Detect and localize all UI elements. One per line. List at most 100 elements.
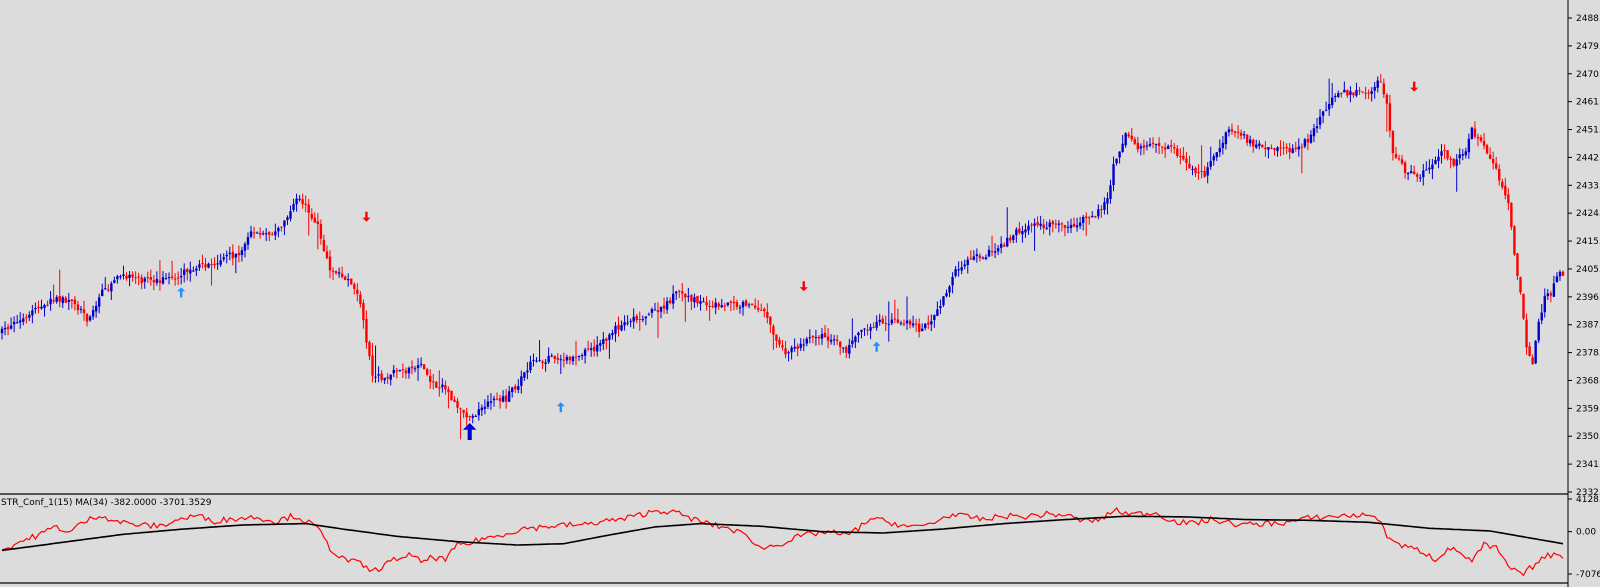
candle-body (3, 327, 7, 330)
candle-body (529, 361, 532, 371)
candle-body (492, 398, 496, 401)
candle-body (410, 366, 414, 369)
candle-body (1406, 173, 1410, 175)
candle-body (656, 310, 660, 313)
candle-body (1130, 135, 1133, 140)
candle-body (1501, 181, 1504, 188)
candle (58, 269, 61, 308)
candle-body (1397, 158, 1401, 160)
candle (477, 401, 481, 421)
candle (580, 353, 584, 360)
candle-body (511, 387, 514, 392)
candle-body (990, 250, 994, 253)
candle (1537, 318, 1540, 344)
candle-body (313, 217, 317, 223)
candle (365, 310, 368, 349)
candle-body (271, 234, 274, 236)
candle-body (602, 339, 605, 344)
candle (599, 339, 602, 352)
candle-body (586, 348, 590, 350)
candle (213, 257, 216, 269)
candle-body (246, 237, 250, 245)
candle (234, 253, 238, 274)
indicator-pane[interactable] (1, 507, 1564, 577)
candle (1094, 215, 1097, 219)
candle-body (523, 372, 526, 378)
candle-body (268, 232, 271, 235)
candle (711, 300, 714, 309)
candle (1522, 293, 1525, 320)
candle-body (851, 340, 854, 345)
candle-body (1419, 177, 1422, 179)
price-axis-label: 2451.8 (1576, 126, 1600, 136)
candle-body (122, 274, 125, 276)
candle-body (984, 257, 988, 259)
signal-down-arrow-icon (362, 211, 371, 222)
candle (1364, 86, 1367, 100)
candle-body (899, 322, 903, 324)
candle-body (143, 278, 146, 282)
candle-body (6, 326, 10, 330)
candle (857, 331, 860, 343)
candle-body (863, 328, 866, 330)
candle (671, 285, 675, 309)
candle-body (1036, 222, 1039, 225)
candle-body (416, 365, 420, 368)
candle (547, 347, 550, 364)
candle-body (353, 284, 356, 289)
candle-body (1148, 143, 1152, 146)
candle (337, 267, 341, 278)
candle (46, 300, 49, 307)
candle-body (1267, 147, 1270, 150)
candle-body (483, 406, 487, 409)
candle-body (839, 341, 842, 348)
candle (347, 273, 350, 287)
arrow-shape (1410, 81, 1419, 92)
candle-body (459, 408, 462, 410)
candle-body (435, 381, 438, 388)
candle-body (750, 303, 754, 305)
candle (31, 304, 34, 324)
candle (939, 299, 942, 314)
candle-body (1215, 152, 1218, 158)
candle (1151, 137, 1155, 149)
candle (450, 390, 453, 401)
candle-body (969, 258, 972, 260)
candle-body (1015, 229, 1018, 236)
candle-body (228, 252, 231, 255)
candle (1540, 304, 1543, 325)
candle (981, 256, 985, 260)
candle (1084, 212, 1088, 236)
candle (753, 298, 757, 310)
candle (447, 386, 450, 409)
candle-body (729, 301, 733, 303)
price-pane[interactable] (0, 73, 1565, 440)
candle (887, 301, 890, 342)
candle-body (22, 318, 25, 322)
candle-body (927, 322, 930, 325)
candle (210, 258, 213, 286)
candle-body (911, 323, 915, 326)
candle (1382, 78, 1386, 98)
candle (863, 328, 866, 336)
candle-body (1176, 148, 1179, 156)
candle-body (398, 369, 402, 372)
candle-body (441, 384, 444, 388)
candle-body (1367, 92, 1370, 94)
candle (586, 340, 590, 352)
candle (1449, 156, 1452, 169)
candle-body (1491, 159, 1495, 164)
candle (905, 296, 909, 330)
candle-body (908, 320, 912, 325)
candle-body (31, 310, 34, 316)
candle-body (720, 305, 723, 308)
candle-body (456, 400, 459, 408)
candle-body (34, 308, 37, 310)
candle-body (1504, 185, 1507, 196)
candle-body (1264, 147, 1267, 150)
candle (602, 331, 605, 351)
candle-body (1531, 357, 1534, 365)
candle (122, 265, 125, 280)
candle (465, 407, 468, 426)
